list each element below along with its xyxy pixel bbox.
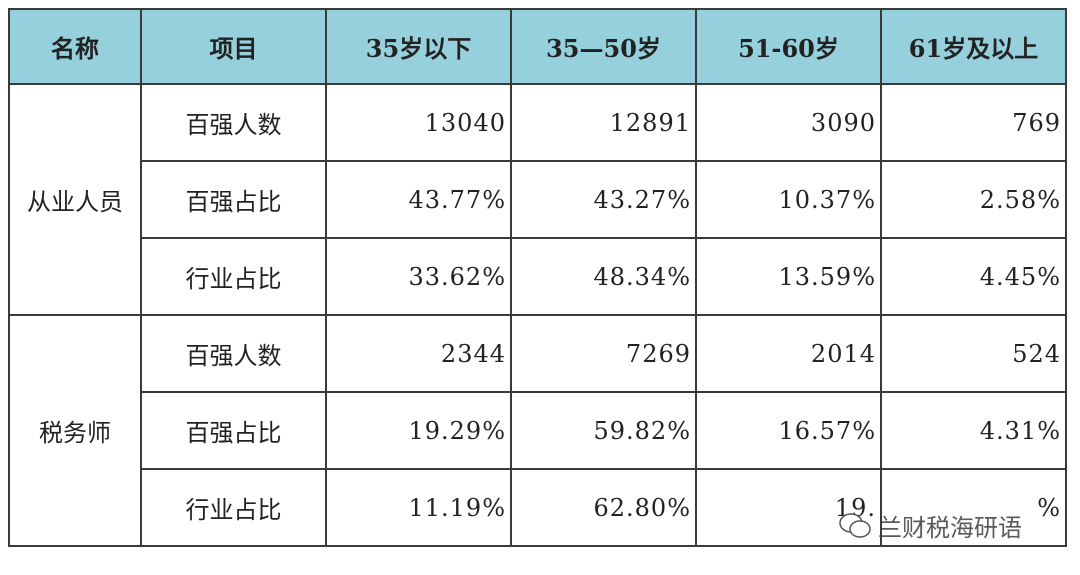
header-cell: 35岁以下 [325,8,512,85]
group-name: 税务师 [8,314,142,547]
group-name: 从业人员 [8,83,142,316]
value-cell: 33.62% [325,237,512,316]
value-cell: 2344 [325,314,512,393]
item-cell: 行业占比 [140,237,327,316]
item-cell: 百强占比 [140,391,327,470]
header-cell: 35—50岁 [510,8,697,85]
value-cell: 62.80% [510,468,697,547]
value-cell: 2.58% [880,160,1067,239]
value-cell: 13040 [325,83,512,162]
value-cell: 11.19% [325,468,512,547]
watermark-icon [839,512,871,538]
value-cell: 3090 [695,83,882,162]
table-row: 税务师 百强人数 2344 7269 2014 524 [8,314,1067,547]
value-cell: 7269 [510,314,697,393]
table-head: 名称 项目 35岁以下 35—50岁 51-60岁 61岁及以上 [8,8,1067,85]
item-cell: 百强人数 [140,314,327,393]
value-cell: 19.29% [325,391,512,470]
table-row: 行业占比 11.19% 62.80% 19.% [9,468,1067,547]
header-cell: 项目 [140,8,327,85]
table-row: 百强占比 43.77% 43.27% 10.37% 2.58% [9,160,1067,239]
value-cell: 10.37% [695,160,882,239]
value-cell: 4.45% [880,237,1067,316]
value-cell: 4.31% [880,391,1067,470]
table-row: 行业占比 33.62% 48.34% 13.59% 4.45% [9,237,1067,316]
value-cell: 769 [880,83,1067,162]
item-cell: 百强占比 [140,160,327,239]
value-cell: 13.59% [695,237,882,316]
header-row: 名称 项目 35岁以下 35—50岁 51-60岁 61岁及以上 [8,8,1067,85]
value-cell: % [880,468,1067,547]
watermark-text: 兰财税海研语 [878,514,1022,542]
value-cell: 16.57% [695,391,882,470]
header-cell: 51-60岁 [695,8,882,85]
item-cell: 百强人数 [140,83,327,162]
table-row: 从业人员 百强人数 13040 12891 3090 769 [8,83,1067,316]
data-table: 名称 项目 35岁以下 35—50岁 51-60岁 61岁及以上 从业人员 百强人数 1304… [8,8,1067,547]
value-cell: 48.34% [510,237,697,316]
table-body: 从业人员 百强人数 13040 12891 3090 769 百强占比 43.77% 43.27… [8,83,1067,547]
value-cell: 43.27% [510,160,697,239]
header-cell: 61岁及以上 [880,8,1067,85]
value-cell: 43.77% [325,160,512,239]
watermark: 兰财税海研语 [838,508,1022,543]
table-row: 百强占比 19.29% 59.82% 16.57% 4.31% [9,391,1067,470]
value-cell: 59.82% [510,391,697,470]
value-cell: 524 [880,314,1067,393]
value-cell: 12891 [510,83,697,162]
header-cell: 名称 [8,8,142,85]
value-cell: 2014 [695,314,882,393]
item-cell: 行业占比 [140,468,327,547]
value-cell: 19. [695,468,882,547]
